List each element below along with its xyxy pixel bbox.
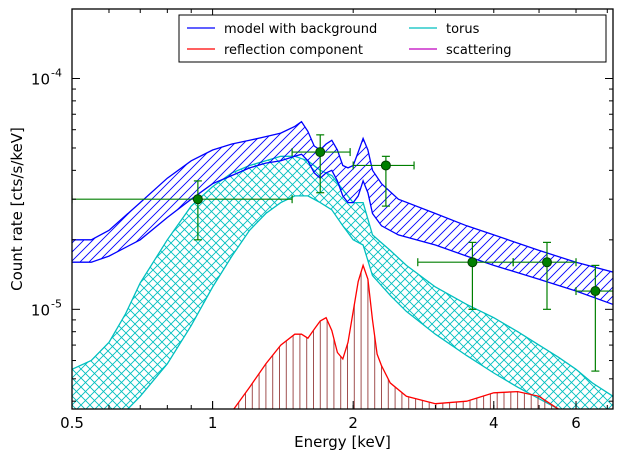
- x-tick-label: 1: [208, 414, 218, 432]
- series-upper-line-1: [72, 155, 613, 397]
- plot-frame: [71, 8, 614, 410]
- series-band-0: [72, 121, 613, 305]
- legend-label-1: torus: [446, 22, 480, 37]
- y-axis-label: Count rate [cts/s/keV]: [8, 127, 26, 291]
- series-band-1: [72, 156, 613, 409]
- legend-label-2: reflection component: [224, 43, 363, 58]
- data-point-5: [590, 286, 601, 297]
- y-tick-label: 10: [31, 70, 50, 88]
- x-tick-label: 0.5: [60, 414, 84, 432]
- data-point-1: [315, 147, 326, 158]
- series-line-reflection: [233, 263, 559, 409]
- legend-box: [178, 14, 607, 63]
- data-point-0: [192, 194, 203, 205]
- x-tick-label: 6: [571, 414, 581, 432]
- y-tick-label: 10: [31, 301, 50, 319]
- series-upper-line-0: [72, 120, 613, 273]
- x-axis-label: Energy [keV]: [294, 433, 391, 451]
- legend-label-0: model with background: [224, 22, 377, 37]
- y-tick-label-exponent: -4: [51, 66, 62, 79]
- series-lower-line-0: [72, 153, 613, 306]
- y-tick-label-exponent: -5: [51, 297, 62, 310]
- legend-label-3: scattering: [446, 43, 512, 58]
- x-tick-label: 2: [348, 414, 358, 432]
- x-tick-label: 4: [489, 414, 499, 432]
- y-tick-label-base: 10: [31, 301, 50, 319]
- data-point-4: [541, 257, 552, 268]
- y-tick-label-base: 10: [31, 70, 50, 88]
- series-lower-line-1: [126, 195, 560, 409]
- data-point-2: [380, 160, 391, 171]
- data-point-3: [467, 257, 478, 268]
